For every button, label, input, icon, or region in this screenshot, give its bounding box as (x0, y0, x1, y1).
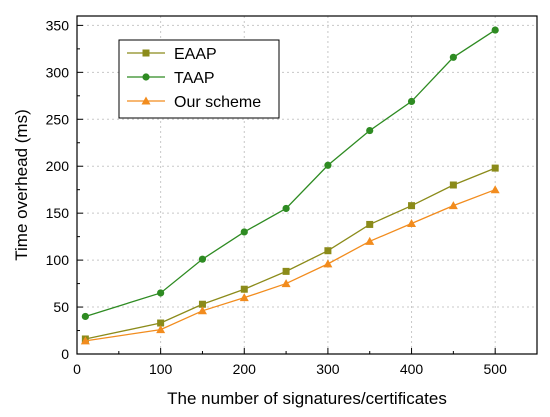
data-point-eaap (240, 285, 248, 293)
series-line-eaap (85, 167, 496, 340)
y-tick-label: 250 (46, 111, 70, 127)
data-point-taap (407, 97, 416, 106)
data-point-eaap (491, 164, 499, 172)
data-point-eaap (282, 267, 290, 275)
legend-marker-taap (142, 73, 150, 81)
data-point-taap (449, 53, 457, 61)
data-point-eaap (324, 247, 332, 255)
data-point-taap (366, 126, 374, 135)
data-point-taap (282, 204, 290, 213)
series-line-our-scheme (85, 189, 496, 342)
series-eaap (81, 164, 499, 343)
series-layer (80, 26, 500, 345)
data-point-eaap (408, 202, 416, 210)
x-tick-label: 500 (484, 361, 508, 377)
data-point-eaap (366, 220, 374, 228)
y-tick-label: 100 (46, 252, 70, 268)
data-point-taap (198, 255, 207, 263)
x-tick-label: 100 (149, 361, 173, 377)
series-line-taap (85, 29, 496, 318)
data-point-eaap (157, 319, 165, 327)
y-tick-label: 150 (46, 205, 70, 221)
x-tick-label: 200 (233, 361, 257, 377)
legend: EAAP TAAP Our scheme (118, 39, 280, 119)
data-point-our-scheme (281, 279, 291, 288)
y-tick-label: 50 (53, 299, 69, 315)
legend-label-eaap: EAAP (174, 46, 217, 63)
data-point-eaap (198, 300, 206, 308)
legend-marker-our-scheme (141, 96, 151, 105)
data-point-our-scheme (490, 185, 500, 194)
legend-label-taap: TAAP (174, 70, 215, 87)
data-point-our-scheme (239, 293, 249, 302)
data-point-taap (157, 289, 165, 297)
data-point-eaap (449, 181, 457, 189)
legend-label-our-scheme: Our scheme (174, 94, 261, 111)
y-axis-title: Time overhead (ms) (12, 109, 31, 260)
data-point-our-scheme (365, 236, 375, 245)
series-our-scheme (80, 185, 500, 345)
plot-frame (76, 15, 538, 355)
data-point-our-scheme (197, 306, 207, 315)
x-axis-title: The number of signatures/certificates (167, 389, 447, 408)
y-tick-label: 300 (46, 64, 70, 80)
data-point-taap (81, 312, 89, 321)
y-tick-label: 0 (61, 346, 69, 362)
data-point-taap (491, 26, 499, 34)
data-point-our-scheme (323, 259, 333, 268)
x-tick-label: 300 (316, 361, 340, 377)
y-tick-label: 350 (46, 17, 70, 33)
data-point-our-scheme (448, 201, 458, 210)
axes: 0 100 200 300 400 500 0 50 100 150 200 250 300 350 (46, 15, 538, 377)
data-point-our-scheme (156, 325, 166, 334)
x-tick-label: 0 (73, 361, 81, 377)
data-point-our-scheme (80, 336, 90, 345)
x-tick-label: 400 (400, 361, 424, 377)
data-point-our-scheme (407, 218, 417, 227)
legend-marker-eaap (142, 49, 150, 57)
data-point-taap (324, 161, 332, 169)
y-tick-label: 200 (46, 158, 70, 174)
data-point-taap (240, 228, 248, 236)
series-taap (81, 26, 499, 321)
